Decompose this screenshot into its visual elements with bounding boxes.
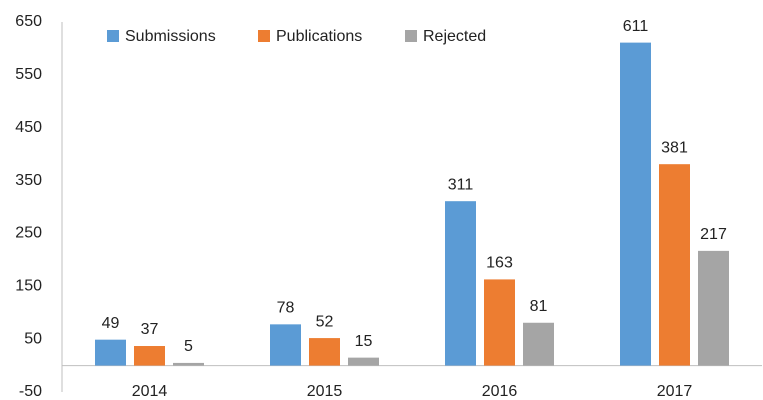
data-label: 381 [661,139,688,156]
legend-swatch [258,30,270,42]
data-label: 37 [141,321,159,338]
data-label: 15 [355,333,373,350]
legend-swatch [107,30,119,42]
data-label: 611 [623,18,649,35]
data-label: 81 [530,298,548,315]
bar [659,164,690,366]
x-tick-label: 2015 [307,383,343,400]
y-tick-label: 250 [15,225,42,242]
bar [620,42,651,366]
x-tick-label: 2016 [482,383,518,400]
x-tick-label: 2017 [657,383,693,400]
y-tick-label: -50 [19,383,42,400]
legend-label: Publications [276,28,362,45]
bar [698,250,729,366]
data-label: 311 [448,176,474,193]
bar [309,338,340,366]
bar [348,357,379,366]
legend-swatch [405,30,417,42]
legend-label: Submissions [125,28,216,45]
data-label: 49 [102,315,120,332]
x-tick-label: 2014 [132,383,168,400]
bar [95,339,126,366]
data-label: 5 [184,338,193,355]
y-tick-label: 650 [15,13,42,30]
y-tick-label: 350 [15,172,42,189]
data-label: 52 [316,313,334,330]
y-tick-label: 150 [15,278,42,295]
data-label: 78 [277,300,295,317]
bar [445,201,476,366]
y-tick-label: 50 [24,330,42,347]
y-tick-label: 450 [15,119,42,136]
legend-label: Rejected [423,28,486,45]
data-label: 217 [700,226,727,243]
bar [134,346,165,366]
bar [270,324,301,366]
bar [523,322,554,366]
bar [173,362,204,366]
data-label: 163 [486,255,513,272]
bar [484,279,515,366]
y-tick-label: 550 [15,66,42,83]
